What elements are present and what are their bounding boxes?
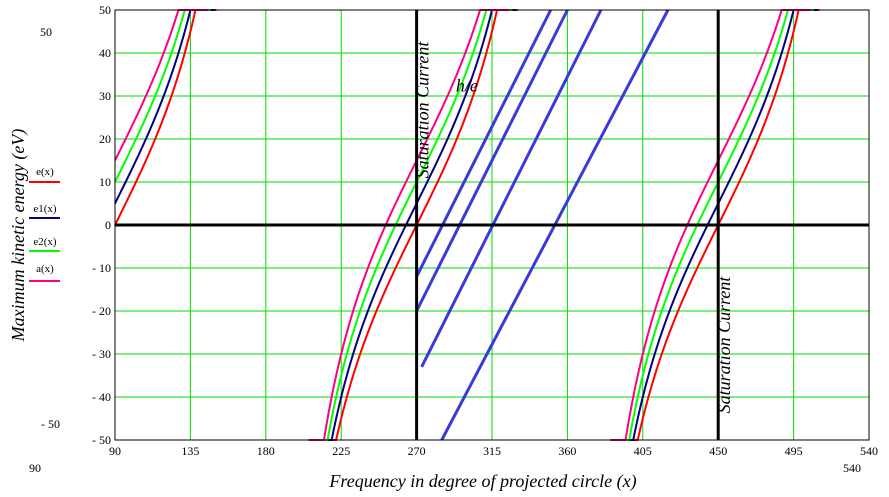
y-axis-label: Maximum kinetic energy (eV)	[8, 129, 29, 343]
plot-border	[114, 9, 870, 441]
y-tick-label--50: - 50	[92, 433, 111, 447]
y-tick-label--40: - 40	[92, 390, 111, 404]
x-tick-label-540: 540	[860, 444, 878, 458]
x-tick-label-90: 90	[109, 444, 121, 458]
y-tick-label--30: - 30	[92, 347, 111, 361]
x-tick-label-135: 135	[181, 444, 199, 458]
x-tick-label-405: 405	[634, 444, 652, 458]
legend-label-e: e(x)	[36, 166, 54, 178]
y-tick-label-10: 10	[99, 175, 111, 189]
y-tick-label-0: 0	[105, 218, 111, 232]
saturation-current-label-450: Saturation Current	[714, 276, 734, 414]
x-axis-label: Frequency in degree of projected circle …	[328, 471, 636, 492]
legend-label-e2: e2(x)	[33, 236, 57, 248]
h-over-e-line-2	[415, 9, 569, 312]
h-over-e-lines	[415, 9, 670, 441]
h-over-e-line-3	[420, 9, 603, 368]
x-tick-labels: 90 135 180 225 270 315 360 405 450 495 540	[109, 444, 878, 458]
y-tick-label--10: - 10	[92, 261, 111, 275]
legend-label-a: a(x)	[36, 263, 54, 275]
corner-label-bottom-left-y: - 50	[41, 417, 60, 431]
y-tick-label-30: 30	[99, 89, 111, 103]
corner-label-top-left-y: 50	[40, 25, 52, 39]
x-tick-label-270: 270	[408, 444, 426, 458]
h-over-e-line-1	[415, 9, 552, 278]
y-tick-label-40: 40	[99, 46, 111, 60]
x-tick-label-225: 225	[332, 444, 350, 458]
y-tick-labels: 50 40 30 20 10 0 - 10 - 20 - 30 - 40 - 50	[92, 3, 111, 447]
saturation-current-label-270: Saturation Current	[413, 41, 433, 179]
y-tick-label-50: 50	[99, 3, 111, 17]
legend: e(x) e1(x) e2(x) a(x)	[29, 166, 60, 282]
legend-label-e1: e1(x)	[33, 203, 57, 215]
y-tick-label-20: 20	[99, 132, 111, 146]
corner-label-bottom-right-x: 540	[843, 461, 861, 475]
y-tick-label--20: - 20	[92, 304, 111, 318]
x-tick-label-495: 495	[785, 444, 803, 458]
x-tick-label-315: 315	[483, 444, 501, 458]
corner-label-bottom-left-x: 90	[29, 461, 41, 475]
h-over-e-annotation: h/e	[456, 76, 478, 96]
x-tick-label-360: 360	[558, 444, 576, 458]
x-tick-label-180: 180	[257, 444, 275, 458]
x-tick-label-450: 450	[709, 444, 727, 458]
axes	[114, 9, 870, 441]
